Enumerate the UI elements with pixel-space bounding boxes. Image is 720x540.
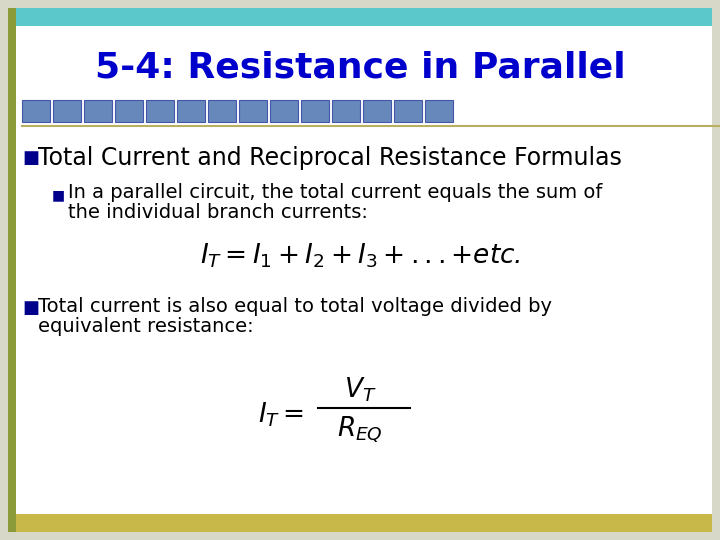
FancyBboxPatch shape [394, 100, 422, 122]
Text: Total current is also equal to total voltage divided by: Total current is also equal to total vol… [38, 296, 552, 315]
FancyBboxPatch shape [84, 100, 112, 122]
FancyBboxPatch shape [270, 100, 298, 122]
FancyBboxPatch shape [8, 514, 712, 532]
Text: ■: ■ [22, 149, 39, 167]
FancyBboxPatch shape [146, 100, 174, 122]
Text: $R_{EQ}$: $R_{EQ}$ [337, 415, 383, 445]
FancyBboxPatch shape [239, 100, 267, 122]
FancyBboxPatch shape [53, 100, 81, 122]
FancyBboxPatch shape [363, 100, 391, 122]
FancyBboxPatch shape [8, 8, 16, 532]
Text: In a parallel circuit, the total current equals the sum of: In a parallel circuit, the total current… [68, 184, 603, 202]
FancyBboxPatch shape [208, 100, 236, 122]
Text: ■: ■ [22, 299, 39, 317]
FancyBboxPatch shape [8, 8, 712, 532]
FancyBboxPatch shape [115, 100, 143, 122]
Text: equivalent resistance:: equivalent resistance: [38, 316, 253, 335]
Text: the individual branch currents:: the individual branch currents: [68, 204, 368, 222]
FancyBboxPatch shape [425, 100, 453, 122]
Text: Total Current and Reciprocal Resistance Formulas: Total Current and Reciprocal Resistance … [38, 146, 622, 170]
FancyBboxPatch shape [8, 8, 712, 26]
FancyBboxPatch shape [177, 100, 205, 122]
Text: $V_T$: $V_T$ [343, 376, 377, 404]
Text: 5-4: Resistance in Parallel: 5-4: Resistance in Parallel [95, 51, 625, 85]
FancyBboxPatch shape [301, 100, 329, 122]
Text: $I_T = I_1 + I_2 + I_3 + ...$+etc.: $I_T = I_1 + I_2 + I_3 + ...$+etc. [199, 242, 521, 270]
FancyBboxPatch shape [332, 100, 360, 122]
FancyBboxPatch shape [22, 100, 50, 122]
Text: $I_T = $: $I_T = $ [258, 401, 304, 429]
Text: ■: ■ [52, 188, 65, 202]
